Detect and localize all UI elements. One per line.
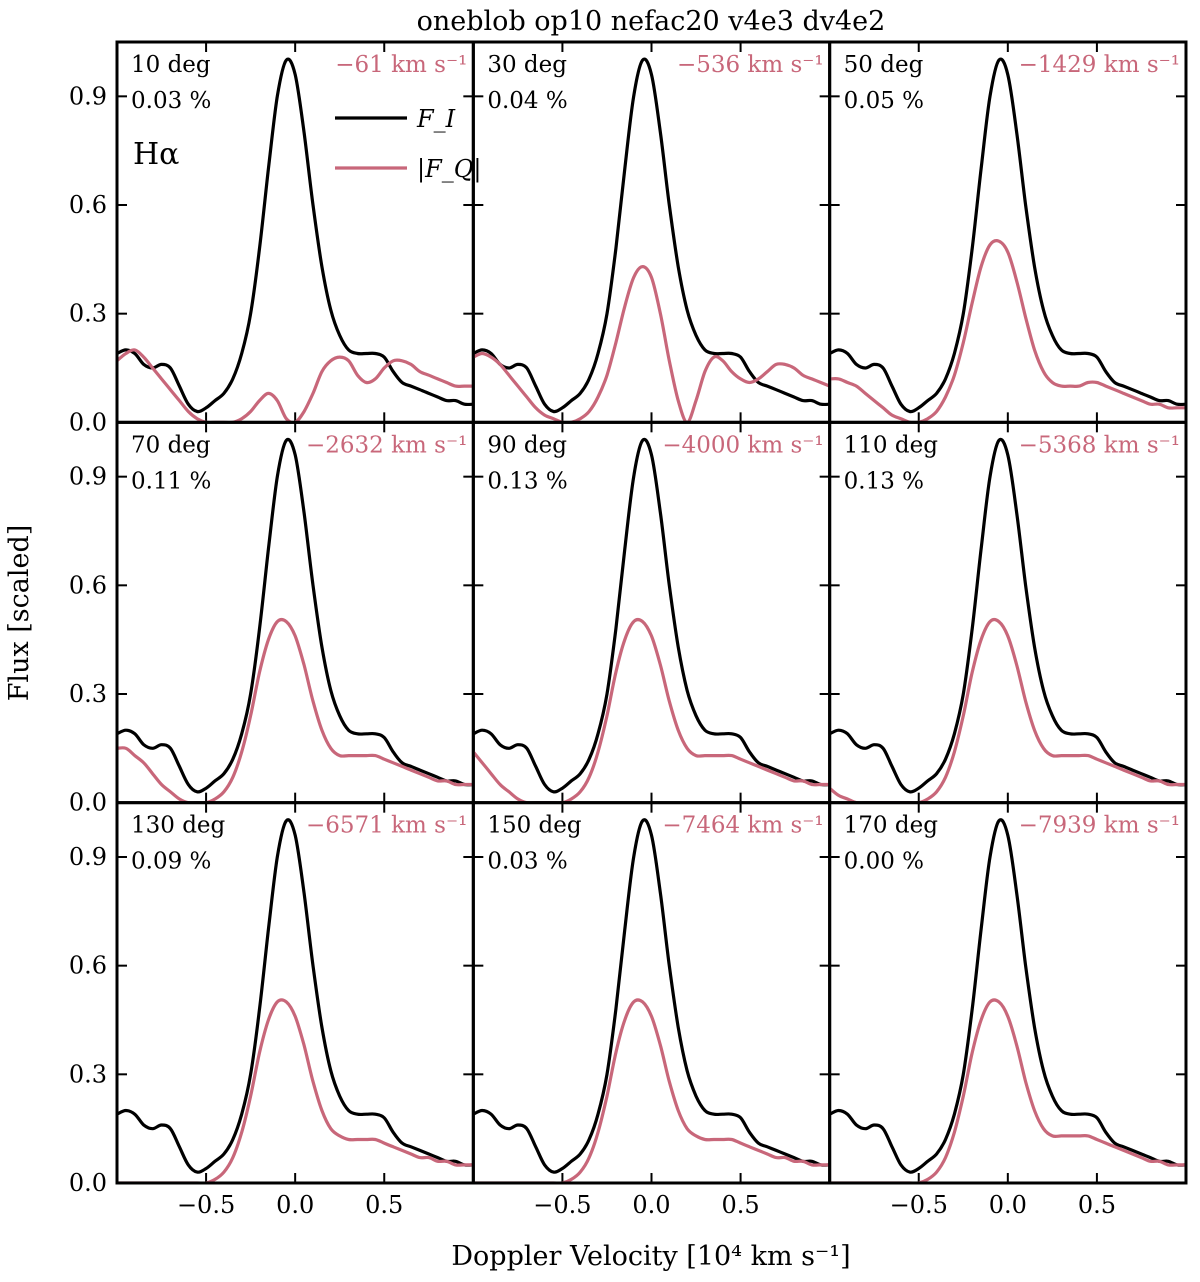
polarization-label: 0.04 %	[487, 88, 567, 114]
y-tick-label: 0.3	[69, 1060, 107, 1088]
velocity-shift-label: −1429 km s⁻¹	[1019, 52, 1180, 78]
y-tick-label: 0.0	[69, 408, 107, 436]
polarization-label: 0.03 %	[131, 88, 211, 114]
panel-2: 50 deg 0.05 % −1429 km s⁻¹	[828, 40, 1188, 424]
panel-5: 110 deg 0.13 % −5368 km s⁻¹	[828, 420, 1188, 805]
series-line-fi	[117, 57, 474, 414]
series-line-fq	[473, 998, 830, 1183]
series-line-fi	[473, 437, 830, 794]
y-tick-label: 0.6	[69, 191, 107, 219]
x-tick-label: 0.5	[1078, 1191, 1116, 1219]
velocity-shift-label: −7464 km s⁻¹	[662, 813, 823, 839]
polarization-label: 0.09 %	[131, 849, 211, 875]
chart-title: oneblob op10 nefac20 v4e3 dv4e2	[417, 6, 886, 37]
y-tick-label: 0.6	[69, 571, 107, 599]
legend: F_I |F_Q|	[335, 105, 482, 184]
legend-label: |F_Q|	[417, 155, 482, 184]
y-tick-label: 0.9	[69, 843, 107, 871]
y-tick-label: 0.3	[69, 680, 107, 708]
series-line-fq	[829, 239, 1186, 423]
y-tick-label: 0.0	[69, 789, 107, 817]
polarization-label: 0.13 %	[844, 468, 924, 494]
series-line-fi	[829, 437, 1186, 794]
line-id-label: Hα	[133, 137, 179, 172]
x-axis-label: Doppler Velocity [10⁴ km s⁻¹]	[451, 1241, 850, 1272]
polarization-label: 0.03 %	[487, 849, 567, 875]
y-tick-labels: 0.0 0.3 0.6 0.9 0.0 0.3 0.6 0.9 0.0 0.3 0.6 0.9	[69, 82, 107, 1197]
series-line-fi	[829, 57, 1186, 414]
polarization-label: 0.11 %	[131, 468, 211, 494]
series-line-fq	[473, 265, 830, 423]
series-line-fi	[473, 818, 830, 1174]
velocity-shift-label: −7939 km s⁻¹	[1019, 813, 1180, 839]
polarization-label: 0.00 %	[844, 849, 924, 875]
series-line-fq	[117, 348, 474, 423]
series-line-fq	[117, 617, 474, 803]
panel-1: 30 deg 0.04 % −536 km s⁻¹	[471, 40, 832, 424]
panel-0: 10 deg 0.03 % −61 km s⁻¹ Hα F_I |F_Q|	[115, 40, 482, 424]
series-line-fq	[829, 998, 1186, 1183]
x-tick-label: 0.5	[365, 1191, 403, 1219]
x-tick-label: −0.5	[890, 1191, 948, 1219]
angle-label: 110 deg	[844, 432, 939, 458]
y-tick-label: 0.3	[69, 300, 107, 328]
series-line-fq	[473, 617, 830, 803]
angle-label: 150 deg	[487, 813, 582, 839]
velocity-shift-label: −6571 km s⁻¹	[306, 813, 467, 839]
x-tick-labels: −0.5 0.0 0.5 −0.5 0.0 0.5 −0.5 0.0 0.5	[177, 1191, 1116, 1219]
x-tick-label: 0.0	[632, 1191, 670, 1219]
series-line-fq	[829, 617, 1186, 803]
y-axis-label: Flux [scaled]	[4, 525, 35, 702]
series-line-fi	[829, 818, 1186, 1174]
panel-7: 150 deg 0.03 % −7464 km s⁻¹	[471, 801, 832, 1185]
x-tick-label: −0.5	[177, 1191, 235, 1219]
y-tick-label: 0.0	[69, 1169, 107, 1197]
angle-label: 70 deg	[131, 432, 211, 458]
y-tick-label: 0.9	[69, 463, 107, 491]
panel-frame	[828, 801, 1188, 1185]
velocity-shift-label: −61 km s⁻¹	[335, 52, 467, 78]
angle-label: 10 deg	[131, 52, 211, 78]
polarization-label: 0.13 %	[487, 468, 567, 494]
angle-label: 30 deg	[487, 52, 567, 78]
y-tick-label: 0.6	[69, 952, 107, 980]
x-tick-label: 0.5	[721, 1191, 759, 1219]
x-tick-label: 0.0	[989, 1191, 1027, 1219]
panel-3: 70 deg 0.11 % −2632 km s⁻¹	[115, 420, 475, 805]
series-line-fi	[473, 57, 830, 414]
panel-grid: 10 deg 0.03 % −61 km s⁻¹ Hα F_I |F_Q| 30 deg 0.…	[115, 40, 1188, 1185]
x-tick-label: −0.5	[533, 1191, 591, 1219]
angle-label: 50 deg	[844, 52, 924, 78]
legend-label: F_I	[416, 105, 456, 133]
x-tick-label: 0.0	[276, 1191, 314, 1219]
velocity-shift-label: −536 km s⁻¹	[677, 52, 824, 78]
series-line-fq	[117, 998, 474, 1183]
velocity-shift-label: −5368 km s⁻¹	[1019, 432, 1180, 458]
angle-label: 90 deg	[487, 432, 567, 458]
angle-label: 130 deg	[131, 813, 226, 839]
panel-6: 130 deg 0.09 % −6571 km s⁻¹	[115, 801, 475, 1185]
angle-label: 170 deg	[844, 813, 939, 839]
polarization-label: 0.05 %	[844, 88, 924, 114]
panel-4: 90 deg 0.13 % −4000 km s⁻¹	[471, 420, 832, 805]
panel-8: 170 deg 0.00 % −7939 km s⁻¹	[828, 801, 1188, 1185]
series-line-fi	[117, 437, 474, 794]
velocity-shift-label: −2632 km s⁻¹	[306, 432, 467, 458]
y-tick-label: 0.9	[69, 82, 107, 110]
series-line-fi	[117, 818, 474, 1174]
velocity-shift-label: −4000 km s⁻¹	[662, 432, 823, 458]
